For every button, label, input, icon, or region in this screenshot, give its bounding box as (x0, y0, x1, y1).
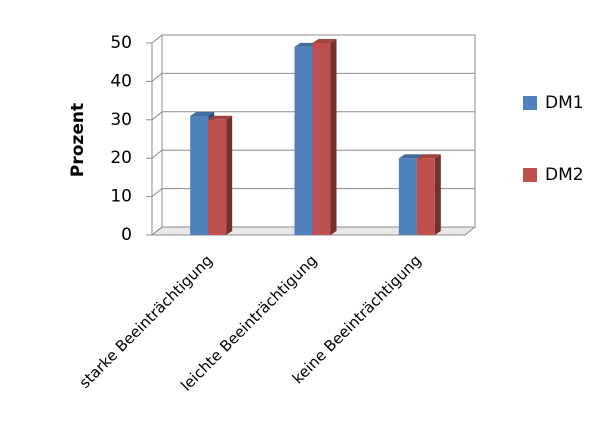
bar-side (434, 154, 441, 235)
y-tick-label: 30 (110, 110, 132, 130)
grid-line (151, 34, 475, 44)
bar-top (398, 154, 423, 159)
bar (294, 46, 313, 236)
legend-swatch (523, 96, 537, 110)
y-axis-label: Prozent (68, 103, 88, 177)
y-tick-label: 20 (110, 148, 132, 168)
y-tick-label: 40 (110, 71, 132, 91)
bar (312, 43, 331, 235)
grid-line (151, 226, 475, 236)
bar-top (190, 111, 215, 116)
legend-label: DM2 (545, 165, 584, 185)
grid-line (151, 111, 475, 121)
bar (190, 115, 209, 235)
bar-top (312, 39, 337, 43)
bar (208, 119, 227, 235)
bar-side (330, 39, 337, 235)
legend-label: DM1 (545, 93, 584, 113)
y-tick-label: 50 (110, 33, 132, 53)
bar (416, 158, 435, 235)
bar (398, 158, 417, 235)
bar-top (208, 115, 233, 120)
grid-line (151, 188, 475, 197)
grid-line (151, 72, 475, 82)
legend-swatch (523, 168, 537, 182)
bar-side (226, 115, 233, 235)
grid-line (151, 149, 475, 159)
bar-top (416, 154, 441, 159)
y-tick-label: 10 (110, 187, 132, 207)
y-tick-label: 0 (121, 225, 132, 245)
